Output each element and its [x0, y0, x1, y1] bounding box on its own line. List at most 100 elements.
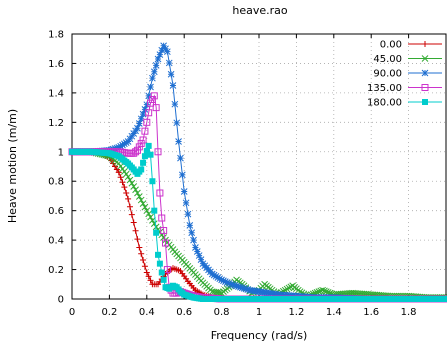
data-point: [197, 256, 205, 263]
data-point: [113, 144, 121, 152]
data-point: [220, 277, 227, 285]
data-point: [443, 296, 447, 302]
data-point: [227, 280, 235, 288]
data-point: [319, 286, 326, 294]
data-point: [147, 151, 154, 158]
data-point: [147, 213, 154, 221]
data-point: [126, 176, 134, 184]
data-point: [128, 132, 136, 140]
data-point: [186, 222, 194, 229]
data-point: [134, 189, 141, 197]
data-point: [141, 263, 148, 270]
data-point: [173, 119, 181, 127]
data-point: [135, 120, 143, 127]
series-0: [69, 148, 447, 302]
x-tick-label: 0.2: [101, 307, 117, 318]
x-axis-title: Frequency (rad/s): [211, 329, 308, 342]
series-line-1: [72, 151, 446, 298]
y-tick-label: 0.8: [48, 177, 64, 188]
data-point: [283, 285, 291, 293]
data-point: [149, 74, 156, 82]
legend-label-3: 135.00: [367, 83, 402, 94]
data-point: [154, 148, 162, 156]
data-point: [132, 148, 140, 156]
legend-label-0: 0.00: [380, 40, 402, 51]
data-point: [134, 236, 141, 243]
y-tick-label: 0.4: [48, 236, 64, 247]
data-point: [143, 118, 151, 126]
y-tick-label: 1.6: [48, 59, 64, 70]
data-point: [156, 260, 163, 267]
x-tick-label: 1.8: [401, 307, 417, 318]
legend-label-1: 45.00: [373, 54, 402, 65]
data-point: [158, 269, 165, 276]
data-point: [158, 214, 166, 222]
data-point: [238, 284, 246, 292]
data-point: [143, 269, 150, 276]
data-point: [128, 211, 135, 218]
x-tick-label: 1.4: [326, 307, 342, 318]
data-point: [147, 99, 155, 107]
data-point: [150, 220, 158, 227]
data-point: [184, 210, 192, 218]
x-tick-label: 1.2: [288, 307, 304, 318]
data-point: [221, 278, 229, 285]
data-point: [147, 83, 154, 91]
data-point: [155, 251, 162, 258]
data-point: [167, 70, 175, 78]
data-point: [132, 186, 139, 194]
data-point: [175, 138, 182, 145]
data-point: [178, 171, 186, 179]
x-tick-label: 0.6: [176, 307, 192, 318]
series-line-0: [72, 151, 446, 300]
data-point: [151, 207, 158, 214]
data-point: [216, 289, 224, 297]
data-point: [165, 59, 173, 67]
data-point: [160, 227, 168, 235]
legend-marker-4: [422, 99, 428, 105]
y-tick-label: 1: [58, 147, 64, 158]
data-point: [188, 229, 196, 237]
x-tick-label: 1.6: [363, 307, 379, 318]
data-point: [141, 106, 149, 113]
data-point: [107, 146, 115, 154]
data-point: [182, 199, 190, 207]
data-point: [162, 45, 169, 53]
x-tick-label: 1: [256, 307, 262, 318]
data-point: [242, 285, 250, 293]
data-point: [229, 281, 237, 289]
series-4: [69, 142, 447, 302]
data-point: [149, 217, 156, 224]
y-tick-label: 1.2: [48, 118, 64, 129]
data-point: [156, 189, 164, 197]
data-point: [145, 210, 153, 218]
legend-label-2: 90.00: [373, 69, 402, 80]
data-point: [164, 48, 171, 56]
series-1: [68, 148, 447, 301]
data-point: [240, 285, 248, 292]
data-point: [321, 287, 328, 295]
data-point: [135, 193, 143, 200]
axis-ticks: 0 0.2 0.4 0.6 0.8 1 1.2 1.4 1.6 1.8 0 0.2 0.4 0.6 0.8 1…: [48, 30, 416, 319]
data-point: [141, 203, 149, 211]
data-point: [171, 100, 179, 108]
data-point: [126, 203, 133, 210]
data-point: [150, 92, 158, 100]
data-point: [124, 173, 132, 181]
data-point: [139, 110, 147, 118]
data-point: [137, 115, 145, 123]
data-point: [128, 179, 136, 187]
data-point: [235, 283, 242, 290]
data-point: [140, 159, 147, 166]
data-point: [145, 142, 152, 149]
data-point: [143, 101, 151, 109]
data-point: [124, 138, 132, 145]
data-point: [145, 109, 153, 117]
series-3: [68, 92, 447, 303]
data-point: [141, 153, 148, 160]
data-point: [160, 276, 167, 283]
data-point: [139, 200, 147, 207]
data-point: [225, 280, 233, 287]
data-point: [132, 227, 139, 234]
data-point: [169, 82, 177, 89]
